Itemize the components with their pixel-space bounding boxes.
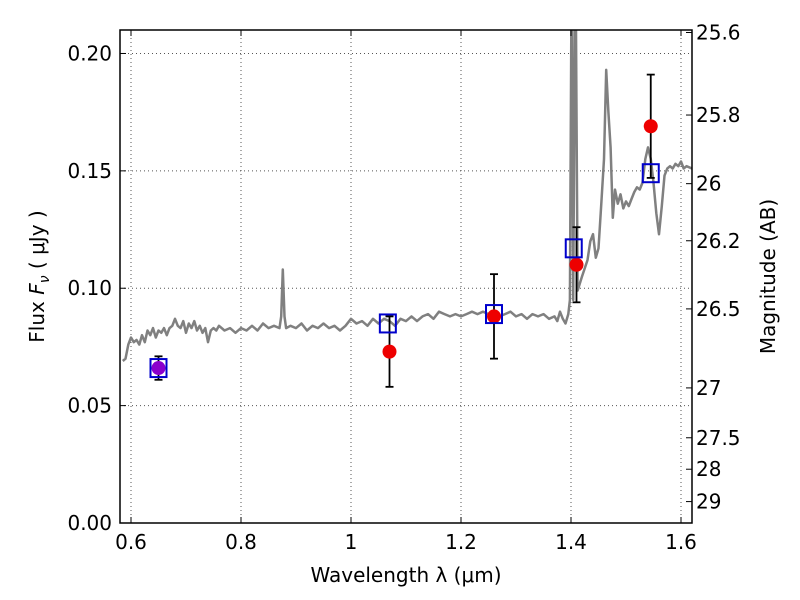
observed-point xyxy=(151,361,166,376)
y-tick-label: 0.10 xyxy=(67,276,112,300)
x-tick-label: 1.6 xyxy=(665,530,697,554)
x-tick-label: 1.4 xyxy=(555,530,587,554)
right-tick-label: 26 xyxy=(696,172,721,196)
plot-frame xyxy=(119,29,693,524)
error-bars xyxy=(154,73,655,388)
right-tick-label: 26.5 xyxy=(696,297,741,321)
model-point xyxy=(378,313,397,334)
y-axis-ticks: 0.00 0.05 0.10 0.15 0.20 xyxy=(67,41,126,535)
y-axis-label-symbol: F xyxy=(25,283,49,295)
right-tick-label: 26.2 xyxy=(696,229,741,253)
y-tick-label: 0.20 xyxy=(67,41,112,65)
x-tick-label: 1 xyxy=(345,530,358,554)
y-tick-label: 0.15 xyxy=(67,159,112,183)
right-tick-label: 25.8 xyxy=(696,103,741,127)
grid-lines xyxy=(120,30,692,523)
right-tick-label: 27.5 xyxy=(696,426,741,450)
model-point xyxy=(149,358,168,379)
y-tick-label: 0.00 xyxy=(67,511,112,535)
right-axis-ticks: 25.6 25.8 26 26.2 26.5 27 27.5 28 29 xyxy=(686,21,741,514)
observed-point xyxy=(643,119,658,134)
model-point xyxy=(564,238,583,259)
observed-point xyxy=(569,257,584,272)
x-axis-label: Wavelength λ (μm) xyxy=(310,563,501,587)
observed-point xyxy=(382,344,397,359)
model-point xyxy=(641,163,660,184)
y-tick-label: 0.05 xyxy=(67,394,112,418)
x-tick-label: 0.8 xyxy=(225,530,257,554)
right-axis-label: Magnitude (AB) xyxy=(756,199,780,354)
x-tick-label: 1.2 xyxy=(445,530,477,554)
model-points xyxy=(149,163,660,379)
y-axis-label: Flux Fν ( μJy ) xyxy=(25,210,53,342)
observed-point xyxy=(487,309,501,324)
observed-points xyxy=(151,119,658,376)
spectrum-line xyxy=(121,30,692,362)
right-tick-label: 29 xyxy=(696,490,721,514)
spectrum-layer xyxy=(121,30,692,362)
y-axis-label-prefix: Flux xyxy=(25,295,49,343)
right-tick-label: 25.6 xyxy=(696,21,741,45)
y-axis-label-suffix: ( μJy ) xyxy=(25,210,49,275)
y-axis-label-subscript: ν xyxy=(37,275,53,283)
right-tick-label: 27 xyxy=(696,376,721,400)
x-tick-label: 0.6 xyxy=(115,530,147,554)
model-point xyxy=(485,304,503,325)
x-axis-ticks: 0.6 0.8 1 1.2 1.4 1.6 xyxy=(115,30,697,554)
right-tick-label: 28 xyxy=(696,457,721,481)
